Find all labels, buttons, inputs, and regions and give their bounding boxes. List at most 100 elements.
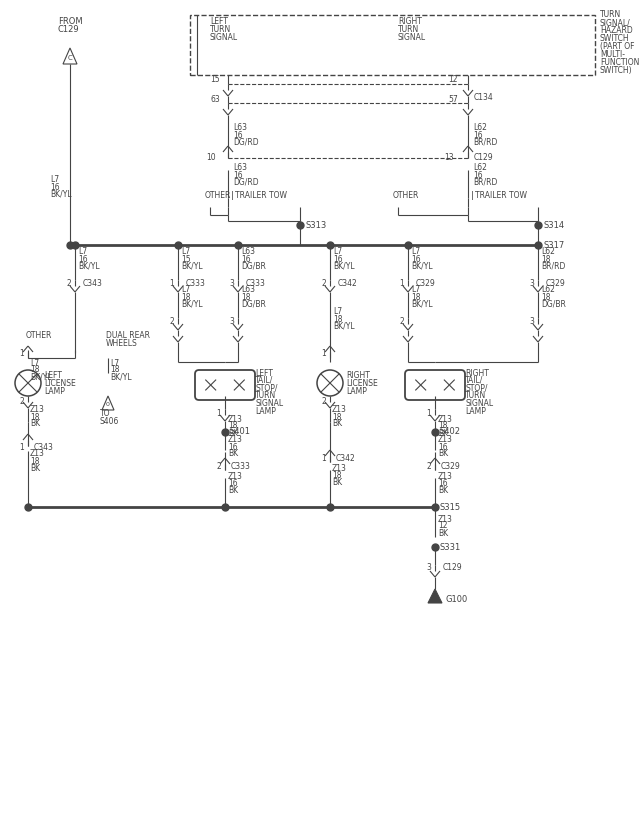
Text: 0: 0 (106, 402, 110, 407)
Text: 10: 10 (206, 153, 216, 163)
Text: BK/YL: BK/YL (181, 299, 203, 308)
Text: LICENSE: LICENSE (44, 380, 76, 389)
Text: 1: 1 (321, 349, 326, 358)
Text: BK: BK (438, 428, 448, 437)
Text: C329: C329 (416, 278, 436, 287)
Text: BK/YL: BK/YL (110, 373, 132, 381)
Text: 3: 3 (426, 563, 431, 572)
Text: 15: 15 (181, 255, 191, 263)
Text: L7: L7 (181, 247, 190, 256)
Text: DG/BR: DG/BR (541, 299, 566, 308)
Text: L63: L63 (233, 123, 247, 132)
Text: 3: 3 (229, 278, 234, 287)
Text: 18: 18 (30, 412, 40, 422)
Text: L7: L7 (333, 247, 342, 256)
Text: 1: 1 (19, 349, 24, 358)
Text: |: | (231, 190, 234, 199)
Text: 18: 18 (110, 365, 120, 375)
Text: DUAL REAR: DUAL REAR (106, 332, 150, 340)
Text: Z13: Z13 (228, 415, 243, 423)
Text: L63: L63 (241, 247, 255, 256)
Text: TURN: TURN (255, 391, 276, 401)
Text: FUNCTION: FUNCTION (600, 59, 639, 68)
Text: LAMP: LAMP (346, 387, 367, 396)
Text: BK/YL: BK/YL (50, 189, 72, 199)
Text: Z13: Z13 (30, 449, 45, 458)
Text: BK: BK (228, 449, 238, 458)
Text: 2: 2 (169, 317, 174, 325)
Text: C343: C343 (83, 278, 103, 287)
Text: C: C (68, 54, 72, 60)
Text: 16: 16 (50, 183, 60, 192)
Text: 16: 16 (233, 131, 243, 139)
Text: DG/BR: DG/BR (241, 299, 266, 308)
Text: 3: 3 (229, 317, 234, 325)
Text: 1: 1 (19, 443, 24, 453)
Text: C343: C343 (34, 443, 54, 453)
Text: Z13: Z13 (30, 406, 45, 415)
Text: 1: 1 (169, 278, 174, 287)
Text: |: | (471, 190, 474, 199)
Text: STOP/: STOP/ (465, 384, 488, 392)
Text: SIGNAL: SIGNAL (255, 400, 283, 408)
Text: TAIL/: TAIL/ (465, 375, 483, 385)
Text: L7: L7 (411, 247, 420, 256)
Text: BK: BK (438, 529, 448, 537)
Text: Z13: Z13 (438, 415, 453, 423)
Text: 3: 3 (529, 317, 534, 325)
Text: BK: BK (332, 420, 342, 428)
Text: L63: L63 (233, 163, 247, 173)
Text: Z13: Z13 (438, 436, 453, 444)
Text: BK: BK (228, 428, 238, 437)
Text: 12: 12 (449, 75, 458, 84)
Text: S315: S315 (440, 503, 461, 511)
Text: 13: 13 (444, 153, 454, 163)
Text: 15: 15 (211, 75, 220, 84)
Text: S313: S313 (305, 220, 326, 230)
Text: 16: 16 (411, 255, 420, 263)
Text: C333: C333 (186, 278, 206, 287)
Text: TO: TO (100, 410, 111, 418)
Text: G100: G100 (445, 594, 467, 603)
Text: S406: S406 (100, 417, 120, 427)
Text: C329: C329 (546, 278, 566, 287)
Text: 2: 2 (67, 278, 71, 287)
Text: 16: 16 (228, 442, 237, 452)
Text: LAMP: LAMP (44, 387, 65, 396)
Text: C129: C129 (58, 25, 79, 34)
Text: L7: L7 (181, 286, 190, 294)
Text: Z13: Z13 (438, 515, 453, 524)
Text: C342: C342 (336, 453, 356, 463)
Text: S402: S402 (440, 427, 461, 437)
Text: S331: S331 (440, 542, 461, 551)
Text: S317: S317 (543, 241, 564, 250)
Text: 16: 16 (438, 478, 447, 488)
Text: 16: 16 (228, 478, 237, 488)
Text: 18: 18 (181, 292, 191, 302)
Text: BK: BK (228, 485, 238, 494)
Text: C129: C129 (443, 563, 463, 572)
Text: LEFT: LEFT (44, 371, 62, 380)
Text: 18: 18 (541, 292, 550, 302)
Text: LEFT: LEFT (210, 18, 228, 27)
Text: BK: BK (438, 485, 448, 494)
Text: BK/YL: BK/YL (411, 299, 433, 308)
Text: 18: 18 (333, 314, 342, 323)
Text: LAMP: LAMP (255, 407, 276, 416)
Text: DG/BR: DG/BR (241, 261, 266, 271)
Text: 1: 1 (321, 453, 326, 463)
Text: SWITCH: SWITCH (600, 34, 630, 44)
Text: 16: 16 (473, 170, 483, 179)
Text: OTHER: OTHER (393, 190, 419, 199)
Text: Z13: Z13 (332, 463, 347, 473)
Text: 63: 63 (211, 96, 220, 105)
Text: RIGHT: RIGHT (398, 18, 422, 27)
Text: L62: L62 (541, 286, 555, 294)
Text: TRAILER TOW: TRAILER TOW (475, 190, 527, 199)
Text: 2: 2 (321, 278, 326, 287)
Text: 16: 16 (78, 255, 88, 263)
Text: Z13: Z13 (438, 472, 453, 480)
Text: 2: 2 (426, 462, 431, 470)
Text: S401: S401 (230, 427, 251, 437)
Text: MULTI-: MULTI- (600, 50, 625, 59)
